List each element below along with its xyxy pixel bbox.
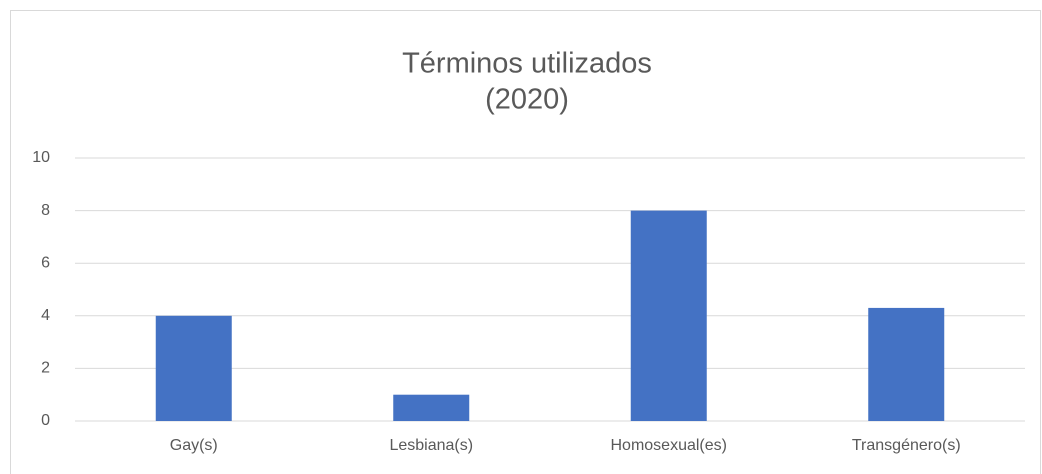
y-tick-label: 10 bbox=[32, 149, 50, 166]
x-tick-label: Lesbiana(s) bbox=[389, 437, 473, 454]
x-tick-label: Transgénero(s) bbox=[852, 437, 961, 454]
y-tick-label: 6 bbox=[41, 254, 50, 271]
x-tick-label: Gay(s) bbox=[170, 437, 218, 454]
bar bbox=[155, 315, 232, 421]
chart-title: (2020) bbox=[485, 84, 569, 116]
bar bbox=[393, 394, 470, 421]
x-tick-label: Homosexual(es) bbox=[611, 437, 727, 454]
y-tick-label: 2 bbox=[41, 360, 50, 377]
y-tick-label: 8 bbox=[41, 202, 50, 219]
y-tick-label: 0 bbox=[41, 412, 50, 429]
chart-title: Términos utilizados bbox=[402, 48, 652, 80]
bar bbox=[630, 210, 707, 421]
y-tick-label: 4 bbox=[41, 307, 50, 324]
bar bbox=[868, 307, 945, 421]
